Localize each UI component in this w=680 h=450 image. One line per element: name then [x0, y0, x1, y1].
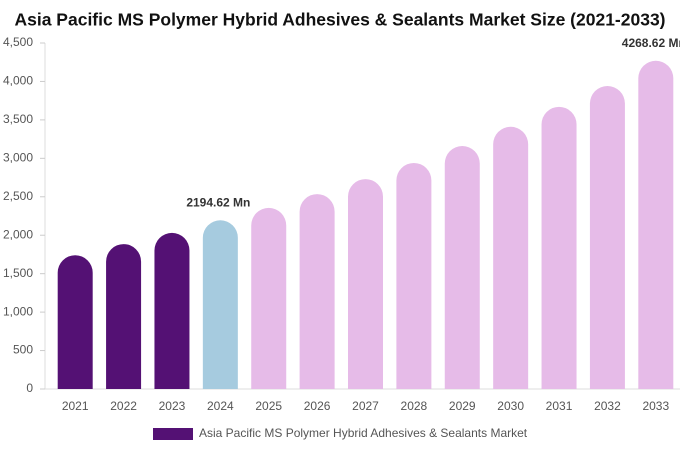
x-tick-label: 2023: [159, 399, 186, 413]
x-tick-label: 2027: [352, 399, 379, 413]
x-tick-label: 2032: [594, 399, 621, 413]
y-tick-label: 3,000: [3, 151, 33, 165]
x-tick-label: 2031: [546, 399, 573, 413]
bar: [57, 255, 93, 389]
x-tick-label: 2026: [304, 399, 331, 413]
bar: [589, 86, 625, 390]
x-tick-label: 2028: [401, 399, 428, 413]
y-tick-label: 4,000: [3, 74, 33, 88]
y-tick-label: 1,500: [3, 266, 33, 280]
bar: [348, 179, 383, 389]
x-tick-label: 2025: [255, 399, 282, 413]
y-tick-label: 500: [13, 343, 33, 357]
bar: [202, 220, 238, 389]
y-tick-label: 2,000: [3, 227, 33, 241]
value-label: 4268.62 Mn: [622, 36, 680, 50]
x-tick-label: 2033: [642, 399, 669, 413]
bar: [106, 244, 142, 389]
y-tick-label: 0: [26, 381, 33, 395]
y-tick-label: 2,500: [3, 189, 33, 203]
bar: [251, 207, 287, 389]
value-label: 2194.62 Mn: [186, 195, 250, 209]
x-tick-label: 2024: [207, 399, 234, 413]
y-tick-label: 4,500: [3, 35, 33, 49]
chart-title: Asia Pacific MS Polymer Hybrid Adhesives…: [14, 10, 665, 30]
bar: [444, 146, 480, 389]
x-tick-label: 2029: [449, 399, 476, 413]
x-tick-label: 2022: [110, 399, 137, 413]
bar: [154, 232, 190, 389]
bar: [396, 162, 432, 389]
bar: [541, 106, 577, 389]
bar: [493, 126, 529, 389]
x-tick-label: 2021: [62, 399, 89, 413]
bar: [299, 194, 335, 389]
y-tick-label: 3,500: [3, 112, 33, 126]
y-tick-label: 1,000: [3, 304, 33, 318]
bar: [638, 60, 674, 389]
legend-swatch: [153, 428, 193, 440]
x-tick-label: 2030: [497, 399, 524, 413]
legend-label: Asia Pacific MS Polymer Hybrid Adhesives…: [199, 426, 528, 440]
